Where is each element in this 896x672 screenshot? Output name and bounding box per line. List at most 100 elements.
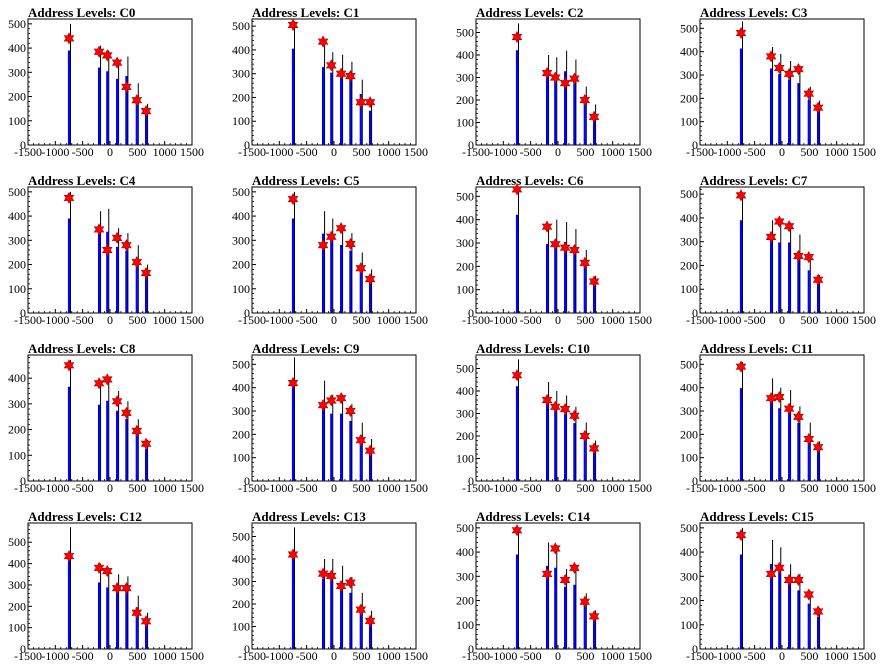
y-tick-label: 300: [8, 65, 26, 79]
peak-marker: [559, 573, 571, 587]
x-tick-label: -1000: [41, 313, 69, 327]
histogram-plot: -1500 -1000 -500 0 500 1000 1500 0 100 200 300 400 5…: [680, 18, 876, 159]
peak-marker: [541, 220, 553, 233]
y-tick-label: 500: [8, 185, 26, 199]
histogram-panel: Address Levels: C7 -1500 -1000 -500 0 500 1000…: [672, 168, 896, 336]
peak-marker: [511, 369, 523, 382]
peak-marker: [140, 104, 152, 118]
peak-marker: [345, 69, 356, 83]
x-tick-label: 0: [107, 649, 113, 663]
x-tick-label: 1500: [628, 481, 652, 495]
peak-marker: [355, 603, 367, 616]
peak-marker: [579, 429, 591, 443]
peak-marker: [364, 444, 376, 457]
panel-title: Address Levels: C2: [476, 5, 584, 20]
peak-marker: [287, 18, 299, 32]
plot-frame: [475, 186, 641, 314]
x-tick-label: 1000: [153, 145, 177, 159]
peak-marker: [63, 32, 75, 45]
histogram-plot: -1500 -1000 -500 0 500 1000 1500 0 100 200 300 400 5…: [680, 521, 876, 663]
peak-marker: [111, 231, 123, 245]
peak-marker: [579, 256, 591, 269]
y-tick-label: 500: [456, 362, 474, 376]
y-tick-label: 400: [8, 41, 26, 55]
peak-marker: [287, 548, 299, 561]
peak-marker: [93, 223, 105, 236]
peak-marker: [111, 581, 123, 595]
plot-frame: [475, 522, 641, 650]
peak-marker: [773, 215, 785, 228]
histogram-panel: Address Levels: C8 -1500 -1000 -500 0 500 1000…: [0, 336, 224, 504]
peak-marker: [121, 238, 132, 252]
x-tick-label: -1000: [265, 649, 293, 663]
y-tick-label: 100: [456, 618, 474, 632]
peak-marker: [511, 183, 523, 196]
x-tick-label: -1000: [713, 313, 741, 327]
peak-marker: [783, 220, 795, 233]
y-tick-label: 0: [20, 138, 26, 152]
panel-title: Address Levels: C6: [476, 173, 584, 188]
peak-marker: [793, 63, 804, 76]
y-tick-label: 100: [8, 282, 26, 296]
x-tick-label: 0: [555, 145, 561, 159]
peak-marker: [364, 614, 376, 628]
y-tick-label: 0: [468, 642, 474, 656]
peak-marker: [735, 528, 747, 542]
y-tick-label: 400: [680, 545, 698, 559]
x-tick-label: -500: [744, 481, 766, 495]
y-tick-label: 300: [456, 407, 474, 421]
peak-marker: [364, 272, 376, 286]
x-tick-label: 1000: [153, 649, 177, 663]
y-tick-label: 0: [20, 474, 26, 488]
x-tick-label: -1500: [238, 313, 266, 327]
peak-marker: [735, 360, 747, 373]
plot-frame: [475, 18, 641, 146]
x-tick-label: 1500: [404, 145, 428, 159]
y-tick-label: 100: [232, 114, 250, 128]
x-tick-label: -500: [296, 145, 318, 159]
panel-title: Address Levels: C9: [252, 341, 360, 356]
x-tick-label: 1500: [852, 145, 876, 159]
y-tick-label: 0: [244, 642, 250, 656]
peak-marker: [549, 238, 561, 251]
y-tick-label: 500: [456, 26, 474, 40]
peak-marker: [579, 595, 591, 608]
x-tick-label: 1000: [601, 145, 625, 159]
y-tick-label: 100: [456, 452, 474, 466]
y-tick-label: 300: [680, 68, 698, 82]
x-tick-label: 0: [555, 481, 561, 495]
histogram-plot: -1500 -1000 -500 0 500 1000 1500 0 100 200 300 400 5…: [680, 186, 876, 327]
x-tick-label: 0: [779, 145, 785, 159]
peak-marker: [93, 377, 105, 390]
peak-marker: [765, 567, 777, 581]
panel-title: Address Levels: C1: [252, 5, 360, 20]
y-tick-label: 0: [468, 138, 474, 152]
peak-marker: [335, 67, 347, 80]
peak-marker: [101, 49, 113, 62]
histogram-panel: Address Levels: C12 -1500 -1000 -500 0 500 100…: [0, 504, 224, 672]
x-tick-label: 0: [331, 649, 337, 663]
y-tick-label: 200: [8, 90, 26, 104]
y-tick-label: 500: [456, 189, 474, 203]
peak-marker: [121, 406, 132, 420]
x-tick-label: -1500: [462, 649, 490, 663]
histogram-plot: -1500 -1000 -500 0 500 1000 1500 0 100 200 300 400 5…: [456, 183, 652, 327]
peak-marker: [541, 393, 553, 407]
peak-marker: [569, 243, 580, 257]
y-tick-label: 0: [20, 306, 26, 320]
peak-marker: [569, 561, 580, 574]
histogram-panel: Address Levels: C13 -1500 -1000 -500 0 500 100…: [224, 504, 448, 672]
y-tick-label: 400: [232, 552, 250, 566]
y-tick-label: 400: [8, 209, 26, 223]
y-tick-label: 100: [680, 115, 698, 129]
histogram-plot: -1500 -1000 -500 0 500 1000 1500 0 100 200 300 400 5…: [456, 18, 652, 159]
histogram-panel: Address Levels: C14 -1500 -1000 -500 0 500 100…: [448, 504, 672, 672]
x-tick-label: 1500: [180, 649, 204, 663]
x-tick-label: 500: [800, 649, 818, 663]
peak-marker: [63, 549, 75, 563]
histogram-plot: -1500 -1000 -500 0 500 1000 1500 0 100 200 300 400 5…: [232, 522, 428, 663]
y-tick-label: 100: [456, 116, 474, 130]
x-tick-label: 0: [555, 649, 561, 663]
y-tick-label: 400: [456, 545, 474, 559]
x-tick-label: -500: [72, 313, 94, 327]
